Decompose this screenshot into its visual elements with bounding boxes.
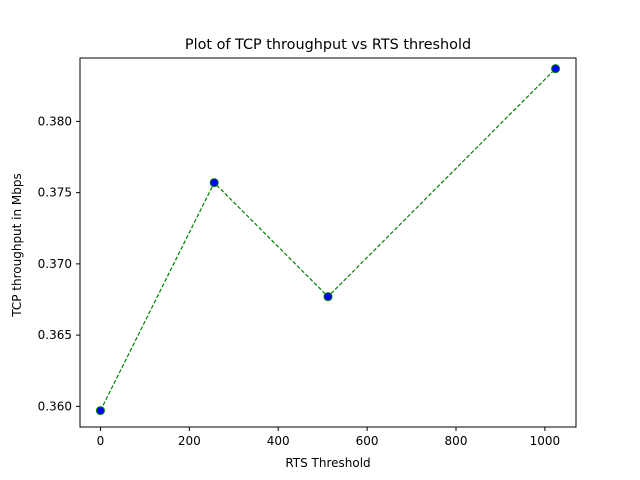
y-tick-label: 0.370 xyxy=(38,257,72,271)
axes-frame xyxy=(79,57,577,428)
chart-title: Plot of TCP throughput vs RTS threshold xyxy=(185,37,471,53)
x-tick-label: 200 xyxy=(178,434,201,448)
x-tick-label: 1000 xyxy=(530,434,561,448)
y-axis-label: TCP throughput in Mbps xyxy=(10,173,24,318)
x-tick-label: 600 xyxy=(356,434,379,448)
series-line xyxy=(99,68,556,411)
data-point xyxy=(95,406,105,416)
y-axis-ticks: 0.360 0.365 0.370 0.375 0.380 xyxy=(38,114,80,413)
y-tick-label: 0.360 xyxy=(38,399,72,413)
series-group xyxy=(95,64,561,416)
x-tick-label: 0 xyxy=(97,434,105,448)
x-tick-label: 800 xyxy=(445,434,468,448)
y-tick-label: 0.375 xyxy=(38,186,72,200)
data-point xyxy=(209,178,219,188)
y-tick-label: 0.365 xyxy=(38,328,72,342)
x-axis-label: RTS Threshold xyxy=(285,456,370,470)
x-tick-label: 400 xyxy=(267,434,290,448)
x-axis-ticks: 0 200 400 600 800 1000 xyxy=(97,427,561,448)
data-point xyxy=(323,292,333,302)
data-point xyxy=(551,64,561,74)
y-tick-label: 0.380 xyxy=(38,114,72,128)
